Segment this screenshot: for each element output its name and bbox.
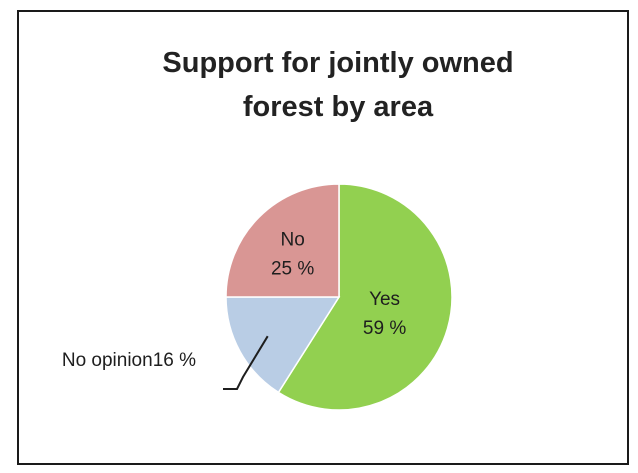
pie-slices [225,183,453,411]
pie-label-no-opinion: No opinion16 % [62,350,196,371]
chart-title-line-2: forest by area [243,91,434,123]
pie-value-label-yes: 59 % [363,318,406,339]
pie-leader-line-no-opinion [223,335,269,390]
pie-labels: Yes 59 % No opinion16 % No 25 % [62,230,406,390]
pie-slice-no-opinion [225,296,341,394]
pie-label-no: No [281,230,305,251]
pie-slice-no [225,183,340,298]
chart-title-line-1: Support for jointly owned [162,47,513,79]
pie-label-yes: Yes [369,289,400,310]
pie-value-label-no: 25 % [271,259,314,280]
pie-chart: Support for jointly owned forest by area… [62,47,514,411]
chart-frame: Support for jointly owned forest by area… [17,10,629,465]
pie-slice-yes [277,183,453,411]
